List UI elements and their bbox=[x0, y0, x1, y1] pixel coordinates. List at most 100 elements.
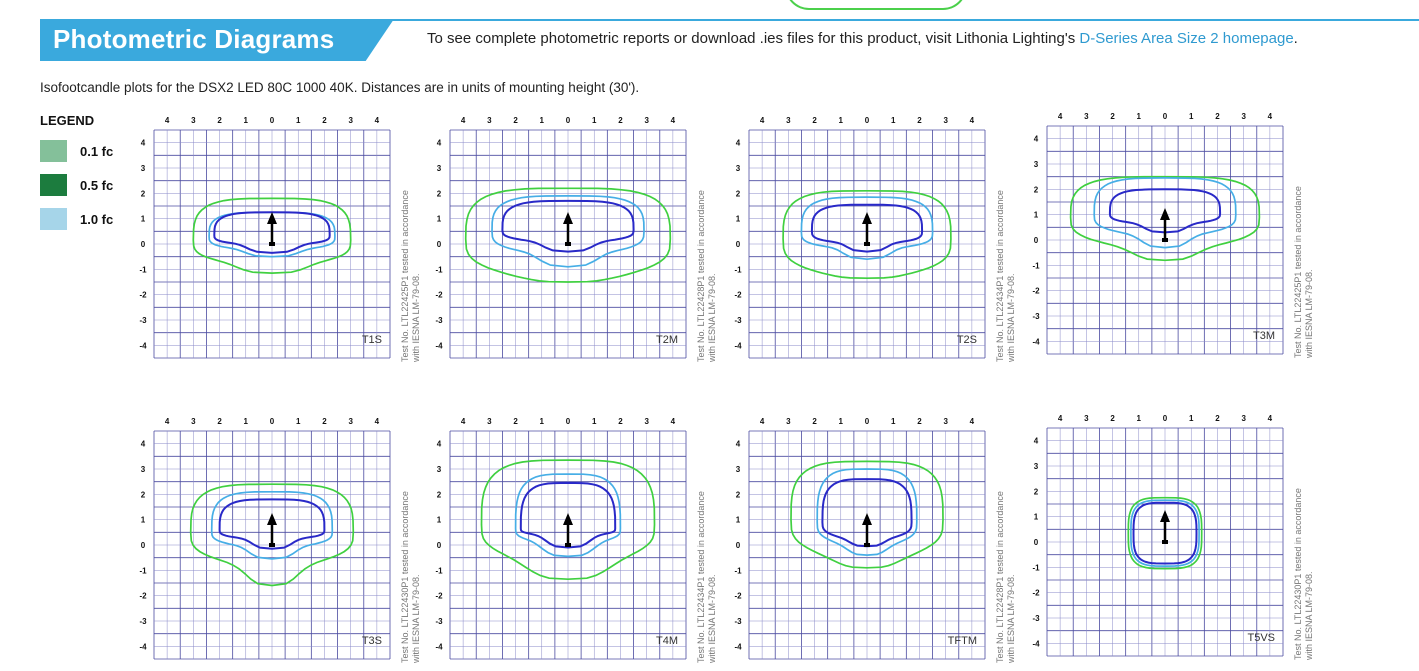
tick-label: 3 bbox=[191, 116, 196, 125]
tick-label: 2 bbox=[1034, 487, 1039, 496]
tick-label: 4 bbox=[165, 116, 170, 125]
tick-label: 1 bbox=[1137, 112, 1142, 121]
tick-label: 1 bbox=[437, 516, 442, 525]
tick-label: -1 bbox=[139, 265, 147, 274]
tick-label: 0 bbox=[865, 417, 870, 426]
luminaire-marker bbox=[565, 543, 571, 547]
test-note: with IESNA LM-79-08. bbox=[1304, 269, 1314, 359]
header-note-text: To see complete photometric reports or d… bbox=[427, 30, 1076, 47]
isoline-1-fc bbox=[213, 211, 331, 254]
tick-label: 4 bbox=[970, 116, 975, 125]
tick-label: 1 bbox=[141, 215, 146, 224]
tick-label: 3 bbox=[786, 116, 791, 125]
diagram-t2s: 4 3 2 1 0 1 2 3 4 4 3 2 1 0 -1 -2 -3 -4 T2S Test No. LTL224… bbox=[734, 116, 1016, 363]
tick-label: 2 bbox=[437, 189, 442, 198]
tick-label: 2 bbox=[736, 490, 741, 499]
tick-label: 1 bbox=[296, 417, 301, 426]
tick-label: -3 bbox=[734, 316, 742, 325]
diagram-label: TFTM bbox=[948, 635, 977, 647]
tick-label: 1 bbox=[1034, 211, 1039, 220]
luminaire-marker bbox=[269, 543, 275, 547]
tick-label: 1 bbox=[1137, 414, 1142, 423]
tick-label: 1 bbox=[540, 116, 545, 125]
tick-label: -1 bbox=[435, 265, 443, 274]
tick-label: 2 bbox=[1215, 112, 1220, 121]
tick-label: 0 bbox=[736, 541, 741, 550]
tick-label: 2 bbox=[322, 417, 327, 426]
diagram-label: T2S bbox=[957, 334, 977, 346]
legend-title: LEGEND bbox=[40, 113, 95, 128]
header-note-suffix: . bbox=[1293, 30, 1298, 47]
diagram-t3s: 4 3 2 1 0 1 2 3 4 4 3 2 1 0 -1 -2 -3 -4 T3S Test No. LTL224… bbox=[139, 417, 421, 664]
tick-label: 4 bbox=[461, 116, 466, 125]
tick-label: 4 bbox=[736, 139, 741, 148]
tick-label: 4 bbox=[1034, 437, 1039, 446]
tick-label: 1 bbox=[736, 215, 741, 224]
tick-label: 0 bbox=[437, 240, 442, 249]
luminaire-marker bbox=[269, 242, 275, 246]
tick-label: -4 bbox=[139, 642, 147, 651]
luminaire-marker bbox=[565, 242, 571, 246]
tick-label: 2 bbox=[1034, 185, 1039, 194]
tick-label: 4 bbox=[736, 440, 741, 449]
tick-label: 1 bbox=[437, 215, 442, 224]
diagram-t1s: 4 3 2 1 0 1 2 3 4 4 3 2 1 0 -1 -2 -3 -4 T1S Test No. LTL224… bbox=[139, 116, 421, 363]
legend-item: 1.0 fc bbox=[40, 202, 113, 236]
diagram-tftm: 4 3 2 1 0 1 2 3 4 4 3 2 1 0 -1 -2 -3 -4 TFTM Test No. LTL22… bbox=[734, 417, 1016, 664]
tick-label: 1 bbox=[540, 417, 545, 426]
homepage-link[interactable]: D-Series Area Size 2 homepage bbox=[1079, 30, 1294, 47]
tick-label: 3 bbox=[437, 465, 442, 474]
tick-label: -3 bbox=[1032, 312, 1040, 321]
tick-label: 4 bbox=[375, 116, 380, 125]
tick-label: 1 bbox=[141, 516, 146, 525]
tick-label: 3 bbox=[943, 417, 948, 426]
tick-label: -3 bbox=[435, 617, 443, 626]
tick-label: 3 bbox=[1241, 112, 1246, 121]
tick-label: 2 bbox=[812, 116, 817, 125]
tick-label: 1 bbox=[296, 116, 301, 125]
tick-label: 2 bbox=[322, 116, 327, 125]
arrow-head bbox=[267, 212, 277, 224]
tick-label: 2 bbox=[437, 490, 442, 499]
luminaire-marker bbox=[1162, 540, 1168, 544]
tick-label: 1 bbox=[592, 417, 597, 426]
legend-swatch bbox=[40, 140, 67, 162]
tick-label: -4 bbox=[734, 341, 742, 350]
legend-swatch bbox=[40, 174, 67, 196]
diagram-label: T3S bbox=[362, 635, 382, 647]
tick-label: 4 bbox=[141, 139, 146, 148]
diagram-label: T1S bbox=[362, 334, 382, 346]
tick-label: 1 bbox=[839, 116, 844, 125]
isoline-1-fc bbox=[821, 478, 913, 548]
luminaire-marker bbox=[1162, 238, 1168, 242]
tick-label: 4 bbox=[1268, 414, 1273, 423]
tick-label: 0 bbox=[270, 417, 275, 426]
tick-label: 3 bbox=[437, 164, 442, 173]
test-note: Test No. LTL22425P1 tested in accordance bbox=[400, 190, 410, 362]
isoline-0-1-fc bbox=[480, 459, 656, 581]
tick-label: 2 bbox=[217, 116, 222, 125]
tick-label: 2 bbox=[917, 116, 922, 125]
tick-label: -4 bbox=[435, 642, 443, 651]
tick-label: 1 bbox=[1189, 112, 1194, 121]
tick-label: 1 bbox=[244, 116, 249, 125]
tick-label: 0 bbox=[865, 116, 870, 125]
tick-label: 4 bbox=[437, 139, 442, 148]
tick-label: 3 bbox=[1241, 414, 1246, 423]
tick-label: 1 bbox=[891, 417, 896, 426]
tick-label: -3 bbox=[139, 316, 147, 325]
tick-label: 3 bbox=[1034, 462, 1039, 471]
tick-label: 4 bbox=[760, 116, 765, 125]
tick-label: -2 bbox=[139, 291, 147, 300]
arrow-head bbox=[563, 212, 573, 224]
header-banner bbox=[40, 19, 394, 61]
tick-label: 0 bbox=[1163, 414, 1168, 423]
header-decoration bbox=[785, 0, 967, 10]
tick-label: 3 bbox=[1084, 112, 1089, 121]
test-note: Test No. LTL22434P1 tested in accordance bbox=[995, 190, 1005, 362]
tick-label: -3 bbox=[1032, 614, 1040, 623]
diagram-label: T2M bbox=[656, 334, 678, 346]
tick-label: 2 bbox=[618, 116, 623, 125]
arrow-head bbox=[1160, 510, 1170, 522]
tick-label: 4 bbox=[1058, 112, 1063, 121]
